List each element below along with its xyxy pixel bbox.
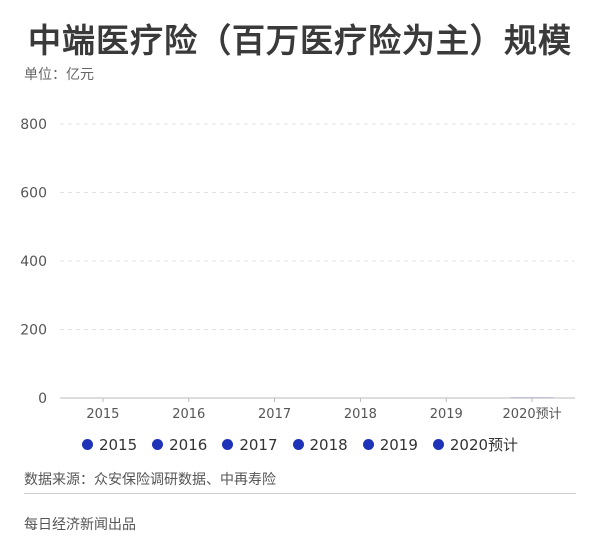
y-tick-label: 600 [20, 186, 47, 202]
legend-item[interactable]: 2015 [81, 434, 138, 455]
legend-label: 2020预计 [449, 436, 519, 454]
chart-title: 中端医疗险（百万医疗险为主）规模 [28, 21, 572, 60]
legend-dot-icon [222, 439, 234, 450]
legend-label: 2018 [309, 435, 348, 454]
x-tick-label: 2017 [258, 407, 291, 422]
legend-dot-icon [81, 439, 93, 450]
legend-item[interactable]: 2016 [152, 434, 207, 455]
legend-dot-icon [152, 439, 164, 450]
bar-chart: 0 200 400 600 800 2015 2016 2017 2018 2019 2020预计 [20, 117, 575, 422]
publisher-credit: 每日经济新闻出品 [24, 517, 136, 533]
legend-dot-icon [432, 439, 444, 450]
legend-dot-icon [362, 439, 374, 450]
unit-label: 单位：亿元 [24, 67, 94, 83]
divider [24, 493, 576, 494]
y-tick-label: 200 [20, 323, 47, 339]
legend-item[interactable]: 2019 [362, 434, 418, 455]
legend-label: 2019 [379, 435, 418, 454]
y-tick-label: 800 [20, 117, 47, 133]
legend-label: 2015 [98, 435, 138, 454]
legend-label: 2016 [169, 435, 208, 454]
bar [510, 397, 554, 398]
data-source: 数据来源：众安保险调研数据、中再寿险 [24, 472, 276, 488]
y-tick-label: 0 [38, 391, 47, 407]
chart-legend: 2015 2016 2017 2018 2019 2020预计 [0, 434, 600, 455]
legend-item[interactable]: 2017 [222, 434, 278, 455]
x-tick-label: 2019 [430, 407, 463, 422]
legend-item[interactable]: 2018 [292, 434, 348, 455]
x-tick-label: 2016 [172, 407, 205, 422]
x-tick-label: 2018 [344, 407, 377, 422]
legend-label: 2017 [239, 435, 278, 454]
x-tick-label: 2015 [86, 407, 119, 422]
legend-dot-icon [292, 439, 304, 450]
x-tick-label: 2020预计 [503, 407, 562, 422]
y-tick-label: 400 [20, 254, 47, 270]
legend-item[interactable]: 2020预计 [432, 434, 519, 455]
